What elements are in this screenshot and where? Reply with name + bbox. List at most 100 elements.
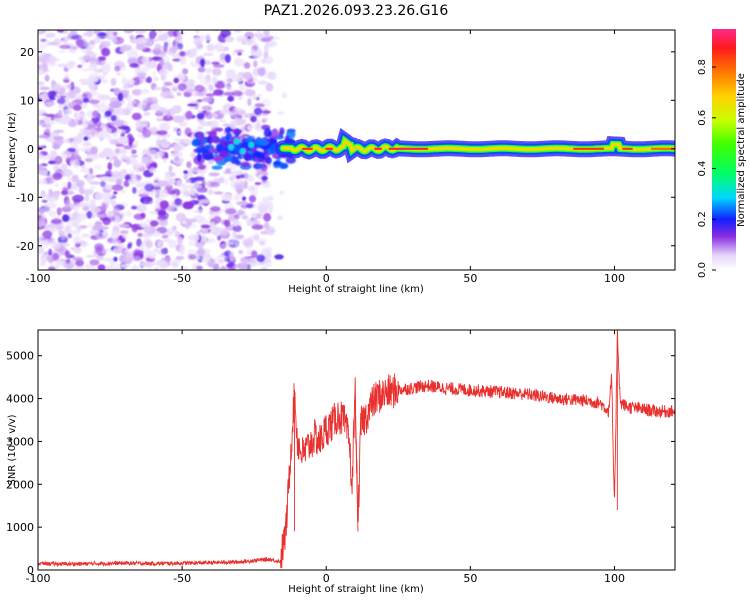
noise-cell	[73, 246, 82, 254]
noise-cell	[73, 256, 84, 261]
noise-cell	[70, 139, 79, 149]
bottom-x-tick-label: 100	[604, 572, 625, 585]
noise-cell	[167, 30, 177, 37]
noise-cell	[185, 50, 191, 56]
noise-cell	[142, 129, 152, 138]
noise-cell	[63, 261, 75, 269]
noise-cell	[144, 183, 155, 192]
noise-cell	[157, 30, 163, 34]
noise-cell	[122, 256, 133, 264]
noise-cell	[279, 190, 284, 195]
noise-cell	[261, 110, 271, 114]
noise-cell	[97, 32, 107, 37]
noise-cell	[210, 226, 222, 236]
noise-cell	[259, 241, 266, 246]
noise-cell	[50, 218, 62, 224]
noise-cell	[38, 121, 45, 126]
noise-cell	[104, 127, 112, 134]
noise-cell	[87, 45, 92, 55]
bottom-y-axis-label: SNR (10 * v/v)	[7, 414, 18, 485]
noise-cell	[205, 67, 213, 73]
noise-cell	[210, 181, 220, 188]
noise-cell	[234, 177, 243, 184]
noise-cell	[223, 177, 229, 186]
noise-cell	[234, 213, 240, 220]
noise-cell	[202, 97, 212, 103]
noise-cell	[109, 100, 122, 109]
noise-cell	[113, 159, 122, 168]
noise-cell	[204, 237, 216, 244]
noise-cell	[261, 118, 267, 124]
noise-cell	[124, 253, 134, 258]
noise-cell	[57, 63, 69, 67]
noise-cell	[55, 83, 62, 92]
noise-cell	[213, 216, 222, 224]
transition-cell	[196, 146, 206, 154]
noise-cell	[76, 179, 85, 188]
noise-cell	[153, 87, 162, 91]
top-x-tick-label: 100	[604, 272, 625, 285]
noise-cell	[107, 265, 113, 270]
noise-cell	[274, 254, 284, 260]
noise-cell	[225, 36, 235, 43]
noise-cell	[174, 156, 180, 162]
noise-cell	[42, 155, 52, 160]
noise-cell	[101, 192, 113, 199]
noise-cell	[183, 191, 191, 197]
colorbar-tick-label: 0.6	[697, 110, 708, 126]
noise-cell	[171, 261, 177, 266]
noise-cell	[179, 56, 186, 65]
noise-cell	[77, 64, 83, 69]
noise-cell	[262, 56, 274, 65]
noise-cell	[81, 68, 90, 72]
noise-cell	[157, 180, 168, 187]
noise-cell	[45, 136, 55, 142]
noise-cell	[139, 261, 151, 268]
noise-cell	[183, 91, 192, 98]
noise-cell	[42, 61, 48, 70]
noise-cell	[63, 138, 71, 143]
noise-cell	[235, 242, 239, 247]
noise-cell	[193, 235, 199, 242]
noise-cell	[51, 241, 61, 249]
noise-cell	[235, 201, 248, 206]
noise-cell	[185, 179, 192, 183]
noise-cell	[175, 255, 185, 260]
noise-cell	[93, 164, 102, 170]
noise-cell	[234, 49, 244, 53]
noise-cell	[248, 195, 257, 203]
noise-cell	[236, 188, 242, 194]
noise-cell	[115, 143, 125, 147]
noise-cell	[131, 89, 143, 94]
noise-cell	[105, 213, 113, 218]
noise-cell	[86, 210, 93, 219]
noise-cell	[80, 147, 92, 152]
noise-cell	[96, 255, 104, 261]
noise-cell	[68, 121, 78, 128]
noise-cell	[217, 33, 228, 43]
bottom-x-tick-label: -100	[26, 572, 51, 585]
colorbar-gradient	[712, 29, 736, 270]
noise-cell	[118, 148, 128, 155]
noise-cell	[141, 196, 153, 203]
noise-cell	[86, 223, 95, 229]
noise-cell	[151, 38, 160, 42]
noise-cell	[67, 219, 74, 229]
noise-cell	[203, 132, 208, 136]
transition-cell	[265, 156, 272, 165]
noise-cell	[111, 200, 117, 208]
noise-cell	[237, 209, 243, 216]
noise-cell	[150, 103, 161, 111]
noise-cell	[84, 158, 94, 163]
noise-cell	[123, 249, 135, 254]
transition-hotspot	[233, 138, 240, 145]
noise-cell	[62, 214, 70, 222]
noise-cell	[110, 114, 117, 122]
noise-cell	[107, 134, 112, 142]
noise-cell	[53, 164, 60, 171]
noise-cell	[195, 91, 200, 96]
bottom-y-tick-label: 0	[27, 564, 34, 577]
noise-cell	[132, 249, 144, 256]
bottom-x-axis-label: Height of straight line (km)	[288, 584, 424, 595]
noise-cell	[61, 190, 68, 196]
